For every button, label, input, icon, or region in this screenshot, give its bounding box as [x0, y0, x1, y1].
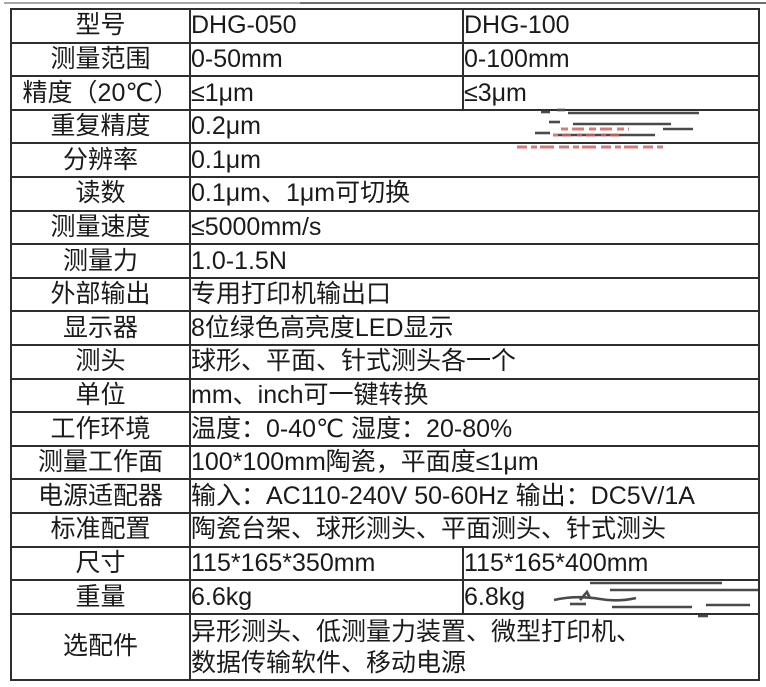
cell-value: 0.1μm、1μm可切换	[189, 175, 760, 212]
table-row: 尺寸 115*165*350mm 115*165*400mm	[10, 545, 760, 582]
cell-value: mm、inch可一键转换	[189, 377, 760, 414]
row-label: 电源适配器	[10, 478, 191, 514]
cell-dhg050: ≤1μm	[189, 75, 464, 111]
row-label: 读数	[10, 175, 191, 212]
row-label: 测量速度	[10, 209, 191, 246]
row-label: 显示器	[10, 310, 191, 346]
row-label: 测量工作面	[10, 444, 191, 481]
cell-value: 100*100mm陶瓷，平面度≤1μm	[189, 444, 760, 481]
row-label: 单位	[10, 377, 191, 414]
row-label: 精度（20℃）	[10, 75, 191, 111]
row-label: 重复精度	[10, 108, 191, 145]
cell-dhg100: 0-100mm	[462, 41, 760, 78]
row-label: 测量范围	[10, 41, 191, 78]
cell-value: 输入：AC110-240V 50-60Hz 输出：DC5V/1A	[189, 478, 760, 514]
table-row: 电源适配器 输入：AC110-240V 50-60Hz 输出：DC5V/1A	[10, 478, 760, 514]
cell-value: 1.0-1.5N	[189, 243, 760, 279]
cell-value: 0.1μm	[189, 142, 760, 178]
spec-table-container: 型号 DHG-050 DHG-100 测量范围 0-50mm 0-100mm 精…	[10, 8, 760, 681]
cell-value: 专用打印机输出口	[189, 276, 760, 313]
cell-dhg050: 0-50mm	[189, 41, 464, 78]
row-label: 尺寸	[10, 545, 191, 582]
cell-dhg050: 6.6kg	[189, 579, 464, 615]
cell-value: 温度：0-40℃ 湿度：20-80%	[189, 411, 760, 447]
cell-value: 陶瓷台架、球形测头、平面测头、针式测头	[189, 511, 760, 548]
cell-dhg100: ≤3μm	[462, 75, 760, 111]
table-row: 型号 DHG-050 DHG-100	[10, 8, 760, 44]
row-label: 外部输出	[10, 276, 191, 313]
spec-table: 型号 DHG-050 DHG-100 测量范围 0-50mm 0-100mm 精…	[10, 8, 760, 681]
table-row: 工作环境 温度：0-40℃ 湿度：20-80%	[10, 411, 760, 447]
cell-value-line1: 异形测头、低测量力装置、微型打印机、	[191, 617, 642, 646]
table-row: 精度（20℃） ≤1μm ≤3μm	[10, 75, 760, 111]
table-row: 外部输出 专用打印机输出口	[10, 276, 760, 313]
cell-dhg050: 115*165*350mm	[189, 545, 464, 582]
table-row: 测量范围 0-50mm 0-100mm	[10, 41, 760, 78]
top-edge-artifact-line-dark	[300, 2, 766, 4]
table-row: 显示器 8位绿色高亮度LED显示	[10, 310, 760, 346]
table-row: 重复精度 0.2μm	[10, 108, 760, 145]
row-label: 标准配置	[10, 511, 191, 548]
table-row: 测头 球形、平面、针式测头各一个	[10, 343, 760, 380]
row-label: 分辨率	[10, 142, 191, 178]
cell-value: 球形、平面、针式测头各一个	[189, 343, 760, 380]
cell-dhg100: DHG-100	[462, 8, 760, 44]
table-row: 标准配置 陶瓷台架、球形测头、平面测头、针式测头	[10, 511, 760, 548]
row-label: 型号	[10, 8, 191, 44]
row-label: 测头	[10, 343, 191, 380]
cell-value-multiline: 异形测头、低测量力装置、微型打印机、 数据传输软件、移动电源	[189, 612, 760, 681]
cell-dhg050: DHG-050	[189, 8, 464, 44]
cell-dhg100: 115*165*400mm	[462, 545, 760, 582]
cell-value: 0.2μm	[189, 108, 760, 145]
table-row: 测量力 1.0-1.5N	[10, 243, 760, 279]
cell-value: 8位绿色高亮度LED显示	[189, 310, 760, 346]
table-row: 分辨率 0.1μm	[10, 142, 760, 178]
cell-value-line2: 数据传输软件、移动电源	[191, 648, 467, 677]
row-label: 测量力	[10, 243, 191, 279]
cell-value: ≤5000mm/s	[189, 209, 760, 246]
table-row: 选配件 异形测头、低测量力装置、微型打印机、 数据传输软件、移动电源	[10, 612, 760, 681]
table-row: 读数 0.1μm、1μm可切换	[10, 175, 760, 212]
row-label: 重量	[10, 579, 191, 615]
cell-dhg100: 6.8kg	[462, 579, 760, 615]
table-row: 单位 mm、inch可一键转换	[10, 377, 760, 414]
table-row: 测量工作面 100*100mm陶瓷，平面度≤1μm	[10, 444, 760, 481]
row-label: 工作环境	[10, 411, 191, 447]
table-row: 测量速度 ≤5000mm/s	[10, 209, 760, 246]
row-label: 选配件	[10, 612, 191, 681]
table-row: 重量 6.6kg 6.8kg	[10, 579, 760, 615]
